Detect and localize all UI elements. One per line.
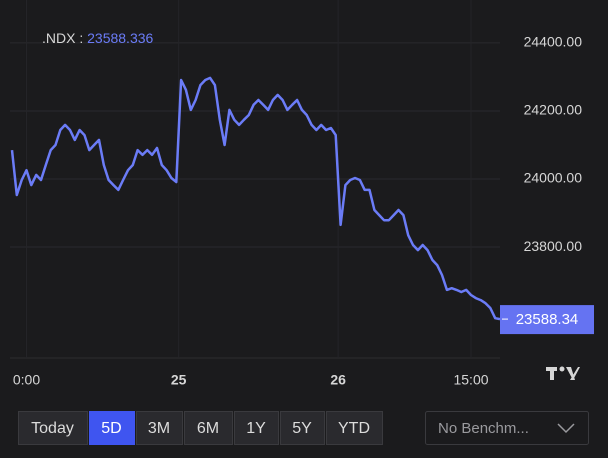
range-button[interactable] (89, 411, 135, 445)
benchmark-label: No Benchm... (438, 420, 529, 437)
range-button[interactable] (184, 411, 233, 445)
y-tick-label: 24400.00 (524, 34, 583, 50)
x-tick-label: 0:00 (13, 372, 40, 388)
x-tick-label: 26 (330, 372, 346, 388)
y-tick-label: 24000.00 (524, 170, 583, 186)
last-price-label: 23588.34 (516, 311, 579, 328)
symbol-header: .NDX : 23588.336 (42, 30, 154, 46)
benchmark-dropdown[interactable] (425, 411, 589, 445)
range-button-label: 3M (148, 420, 170, 437)
range-button-label: YTD (338, 420, 370, 437)
range-button[interactable] (18, 411, 88, 445)
x-tick-label: 15:00 (453, 372, 488, 388)
range-button-label: 5D (101, 420, 121, 437)
range-button-label: Today (31, 420, 74, 437)
range-button[interactable] (234, 411, 279, 445)
price-line (10, 76, 501, 321)
symbol-value: 23588.336 (87, 30, 153, 46)
range-button[interactable] (136, 411, 183, 445)
x-tick-label: 25 (171, 372, 187, 388)
range-button-label: 1Y (246, 420, 266, 437)
range-button[interactable] (280, 411, 325, 445)
last-price-tag (500, 305, 594, 335)
y-tick-label: 23800.00 (524, 238, 583, 254)
dropdown-arrow (557, 423, 575, 434)
symbol-label: .NDX : (42, 30, 83, 46)
range-button[interactable] (326, 411, 383, 445)
tradingview-logo (546, 366, 580, 380)
range-button-label: 5Y (292, 420, 312, 437)
range-button-label: 6M (197, 420, 219, 437)
y-tick-label: 24200.00 (524, 102, 583, 118)
